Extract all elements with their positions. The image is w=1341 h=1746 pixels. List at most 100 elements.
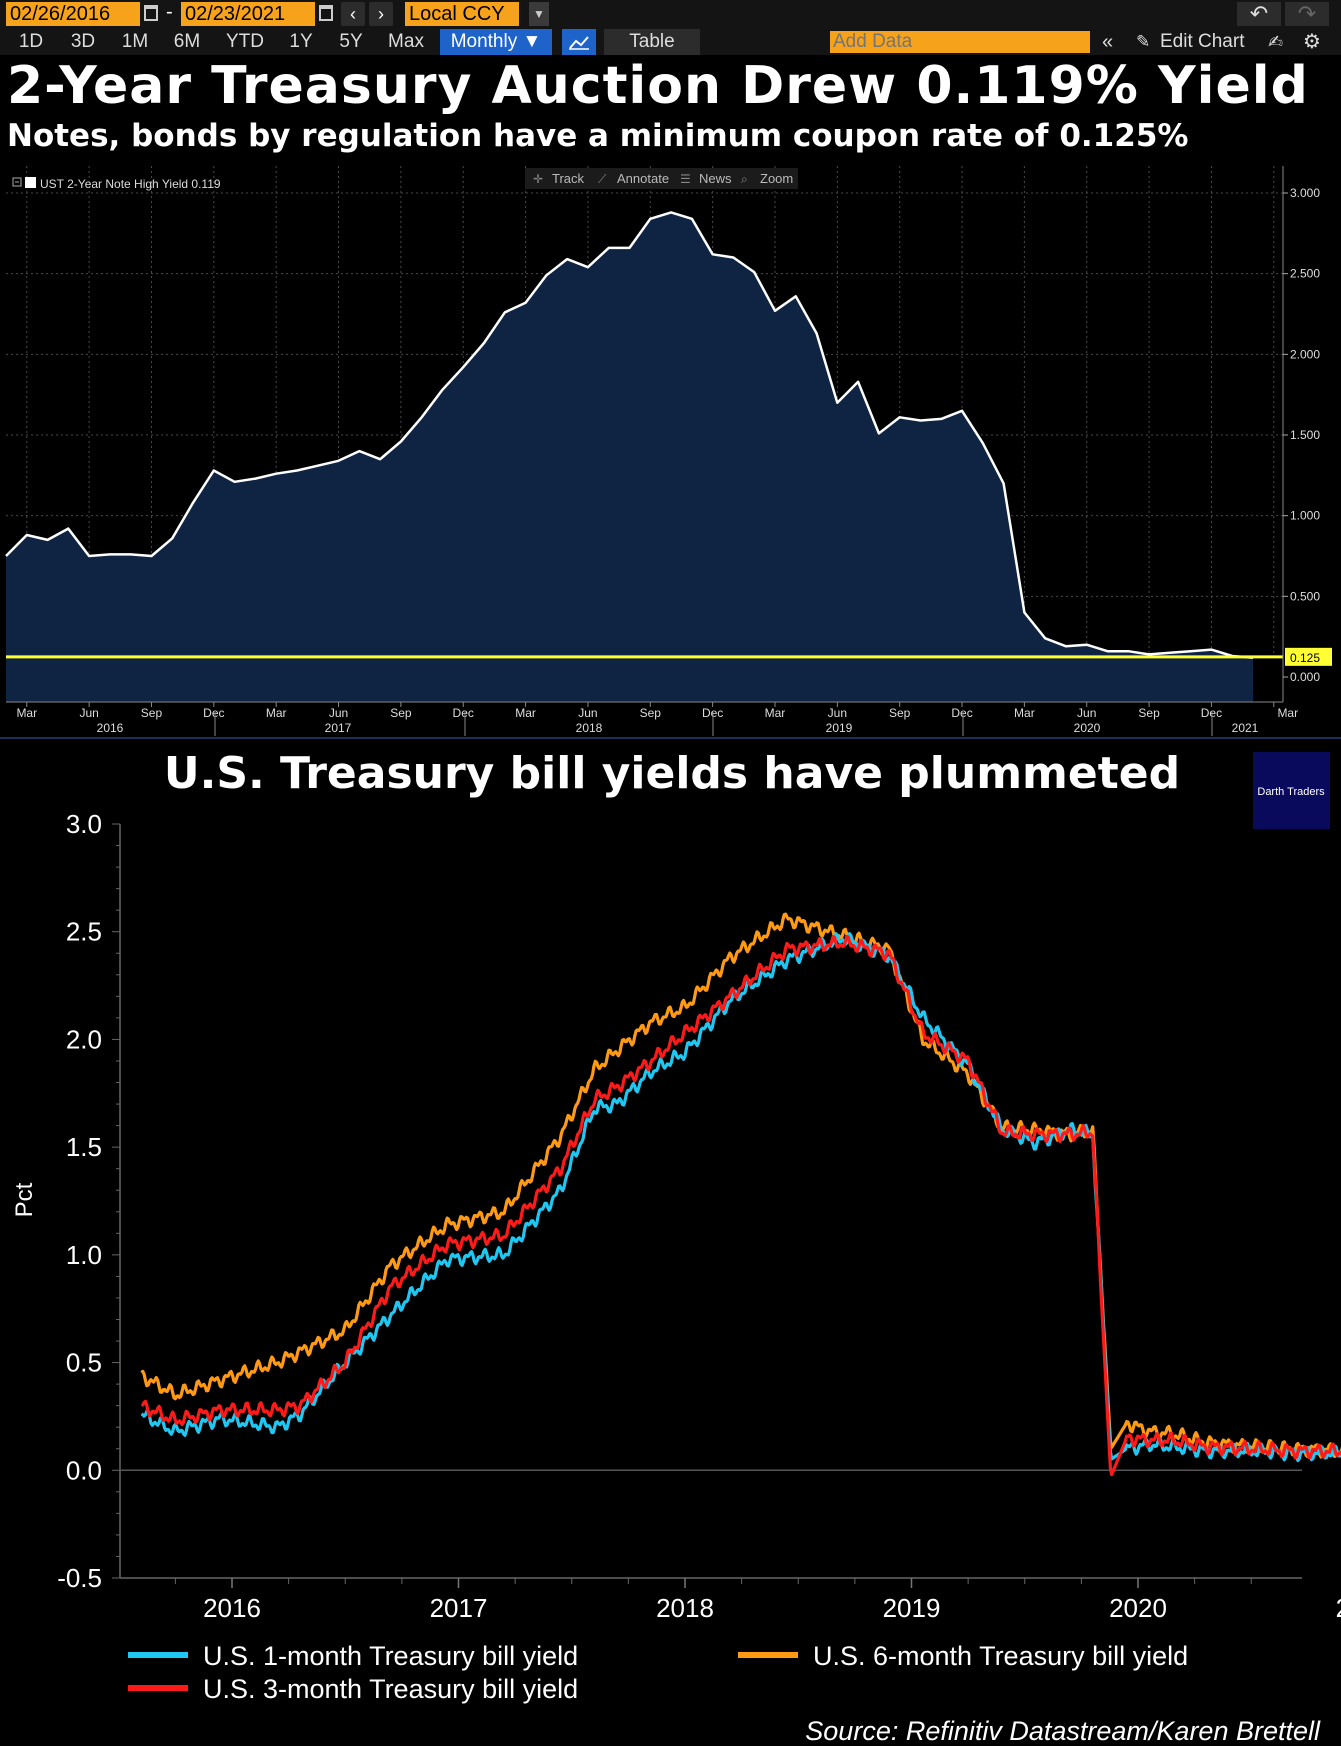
month-tick-label: Mar <box>16 706 37 720</box>
legend-swatch <box>25 177 36 188</box>
y-tick-label: 0.0 <box>66 1455 102 1485</box>
y-tick-label: 1.5 <box>66 1132 102 1162</box>
year-tick-label: 2017 <box>325 721 352 735</box>
track-tool[interactable]: ✛ Track <box>533 171 585 186</box>
x-tick-label: 2019 <box>883 1593 941 1623</box>
pencil-icon: ✎ <box>1136 32 1151 51</box>
range-3d-button[interactable]: 3D <box>70 31 96 52</box>
zoom-label: Zoom <box>760 171 793 186</box>
range-5y-button[interactable]: 5Y <box>339 31 363 52</box>
month-tick-label: Jun <box>1077 706 1096 720</box>
range-max-button[interactable]: Max <box>388 31 424 52</box>
date-separator: - <box>166 1 173 23</box>
calendar-icon[interactable] <box>319 5 333 21</box>
line-chart-icon[interactable] <box>562 29 596 55</box>
range-1y-button[interactable]: 1Y <box>289 31 313 52</box>
range-6m-button[interactable]: 6M <box>173 31 201 52</box>
x-tick-label: 2020 <box>1109 1593 1167 1623</box>
track-label: Track <box>552 171 585 186</box>
month-tick-label: Sep <box>640 706 662 720</box>
chevron-right-icon[interactable]: › <box>369 2 393 26</box>
calendar-icon[interactable] <box>144 5 158 21</box>
redo-icon[interactable]: ↷ <box>1285 2 1329 26</box>
y-tick-label: 0.000 <box>1290 670 1320 684</box>
month-tick-label: Jun <box>79 706 98 720</box>
month-tick-label: Sep <box>390 706 412 720</box>
zoom-tool[interactable]: ⌕ Zoom <box>741 171 793 186</box>
chart-legend[interactable]: UST 2-Year Note High Yield 0.119 <box>12 177 221 191</box>
year-tick-label: 2021 <box>1232 721 1259 735</box>
period-select[interactable]: Monthly ▼ <box>440 29 552 55</box>
page-title: 2-Year Treasury Auction Drew 0.119% Yiel… <box>7 56 1309 116</box>
y-tick-label: 2.500 <box>1290 267 1320 281</box>
add-data-input[interactable] <box>830 31 1090 53</box>
page-subtitle: Notes, bonds by regulation have a minimu… <box>7 118 1189 154</box>
y-tick-label: -0.5 <box>57 1563 102 1593</box>
chevron-left-icon[interactable]: ‹ <box>341 2 365 26</box>
edit-chart-button[interactable]: Edit Chart <box>1160 31 1245 52</box>
start-date-input[interactable]: 02/26/2016 <box>6 2 140 26</box>
legend-label: U.S. 3-month Treasury bill yield <box>203 1674 578 1704</box>
month-tick-label: Sep <box>889 706 911 720</box>
crosshair-icon: ✛ <box>533 172 543 186</box>
toolbar-row-2: 1D 3D 1M 6M YTD 1Y 5Y Max Monthly ▼ Tabl… <box>0 28 1341 55</box>
legend-label: U.S. 6-month Treasury bill yield <box>813 1641 1188 1671</box>
year-tick-label: 2018 <box>576 721 603 735</box>
year-tick-label: 2016 <box>97 721 124 735</box>
month-tick-label: Jun <box>828 706 847 720</box>
y-tick-label: 2.5 <box>66 917 102 947</box>
month-tick-label: Mar <box>1014 706 1035 720</box>
news-label: News <box>699 171 732 186</box>
range-ytd-button[interactable]: YTD <box>226 31 264 52</box>
y-tick-label: 1.0 <box>66 1240 102 1270</box>
chart-gap <box>1253 658 1285 702</box>
end-date-input[interactable]: 02/23/2021 <box>181 2 315 26</box>
table-button[interactable]: Table <box>604 29 700 55</box>
month-tick-label: Dec <box>951 706 972 720</box>
annotate-label: Annotate <box>617 171 669 186</box>
y-tick-label: 0.5 <box>66 1348 102 1378</box>
news-icon: ☰ <box>680 172 691 186</box>
y-tick-label: 2.0 <box>66 1024 102 1054</box>
brand-badge <box>1253 752 1330 829</box>
chart-tools: ✛ Track ⟋ Annotate ☰ News ⌕ Zoom <box>525 168 798 189</box>
month-tick-label: Dec <box>453 706 474 720</box>
month-tick-label: Mar <box>765 706 786 720</box>
gear-icon[interactable]: ⚙ <box>1303 31 1321 53</box>
undo-icon[interactable]: ↶ <box>1237 2 1281 26</box>
tbill-yields-chart: U.S. Treasury bill yields have plummeted… <box>0 740 1341 1746</box>
y-tick-label: 2.000 <box>1290 347 1320 361</box>
two-year-yield-chart: 3.000 2.500 2.000 1.500 1.000 0.500 0.000 0.125… <box>0 166 1341 740</box>
range-1d-button[interactable]: 1D <box>18 31 44 52</box>
month-tick-label: Jun <box>578 706 597 720</box>
brand-badge-text: Darth Traders <box>1257 786 1325 798</box>
annotate-icon: ⟋ <box>598 172 607 186</box>
y-tick-label: 3.0 <box>66 809 102 839</box>
edit-icon[interactable]: ✍ <box>1268 32 1284 52</box>
chevron-down-icon[interactable]: ▼ <box>529 2 549 26</box>
x-tick-label: 2021 <box>1336 1593 1341 1623</box>
news-tool[interactable]: ☰ News <box>680 171 732 186</box>
magnifier-icon: ⌕ <box>741 172 748 186</box>
annotate-tool[interactable]: ⟋ Annotate <box>598 171 669 186</box>
yield-area <box>6 212 1253 702</box>
y-tick-label: 1.500 <box>1290 428 1320 442</box>
currency-select[interactable]: Local CCY <box>405 2 519 26</box>
toolbar-row-1: 02/26/2016 - 02/23/2021 ‹ › Local CCY ▼ … <box>0 0 1341 29</box>
y-tick-label: 0.500 <box>1290 589 1320 603</box>
range-1m-button[interactable]: 1M <box>121 31 149 52</box>
legend-label: U.S. 1-month Treasury bill yield <box>203 1641 578 1671</box>
month-tick-label: Dec <box>203 706 224 720</box>
double-chevron-left-icon[interactable]: « <box>1102 31 1114 53</box>
month-tick-label: Dec <box>1201 706 1222 720</box>
x-tick-label: 2016 <box>203 1593 261 1623</box>
chart-title: U.S. Treasury bill yields have plummeted <box>164 748 1180 799</box>
y-tick-label: 1.000 <box>1290 509 1320 523</box>
legend-label: UST 2-Year Note High Yield 0.119 <box>40 177 221 191</box>
month-tick-label: Sep <box>1138 706 1160 720</box>
threshold-badge <box>1285 647 1332 666</box>
month-tick-label: Mar <box>266 706 287 720</box>
month-tick-label: Jun <box>329 706 348 720</box>
series-line-3m <box>141 935 1341 1477</box>
